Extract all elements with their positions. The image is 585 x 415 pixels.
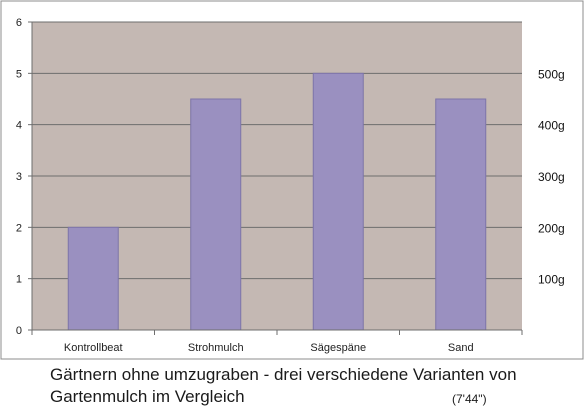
y-axis: 0 1 2 3 4 5 6 [16,17,33,337]
x-tick-label: Strohmulch [188,342,244,354]
right-axis-label: 500g [538,67,565,81]
bar [435,98,487,331]
caption-line-1: Gärtnern ohne umzugraben - drei verschie… [50,365,517,384]
y-tick-label: 4 [16,120,22,132]
bar-chart: 0 1 2 3 4 5 6 Kontrollbeat Strohmulch Sägespäne S… [0,0,584,360]
y-tick-label: 3 [16,171,22,183]
y-tick-label: 0 [16,325,22,337]
right-axis-label: 200g [538,221,565,235]
x-axis: Kontrollbeat Strohmulch Sägespäne Sand [31,329,523,354]
y-tick-label: 1 [16,274,22,286]
caption-timestamp: (7'44") [452,392,487,406]
x-tick-label: Sägespäne [310,342,366,354]
caption-line-2: Gartenmulch im Vergleich [50,387,245,406]
bar [190,98,242,331]
right-axis-label: 300g [538,170,565,184]
right-axis-weight-labels: 100g 200g 300g 400g 500g [538,67,565,286]
right-axis-label: 100g [538,273,565,287]
y-tick-label: 5 [16,68,22,80]
bar [312,72,364,331]
y-tick-label: 6 [16,17,22,29]
y-tick-label: 2 [16,222,22,234]
right-axis-label: 400g [538,119,565,133]
x-tick-label: Sand [448,342,474,354]
bars [67,72,487,331]
bar [67,226,119,331]
x-tick-label: Kontrollbeat [64,342,123,354]
